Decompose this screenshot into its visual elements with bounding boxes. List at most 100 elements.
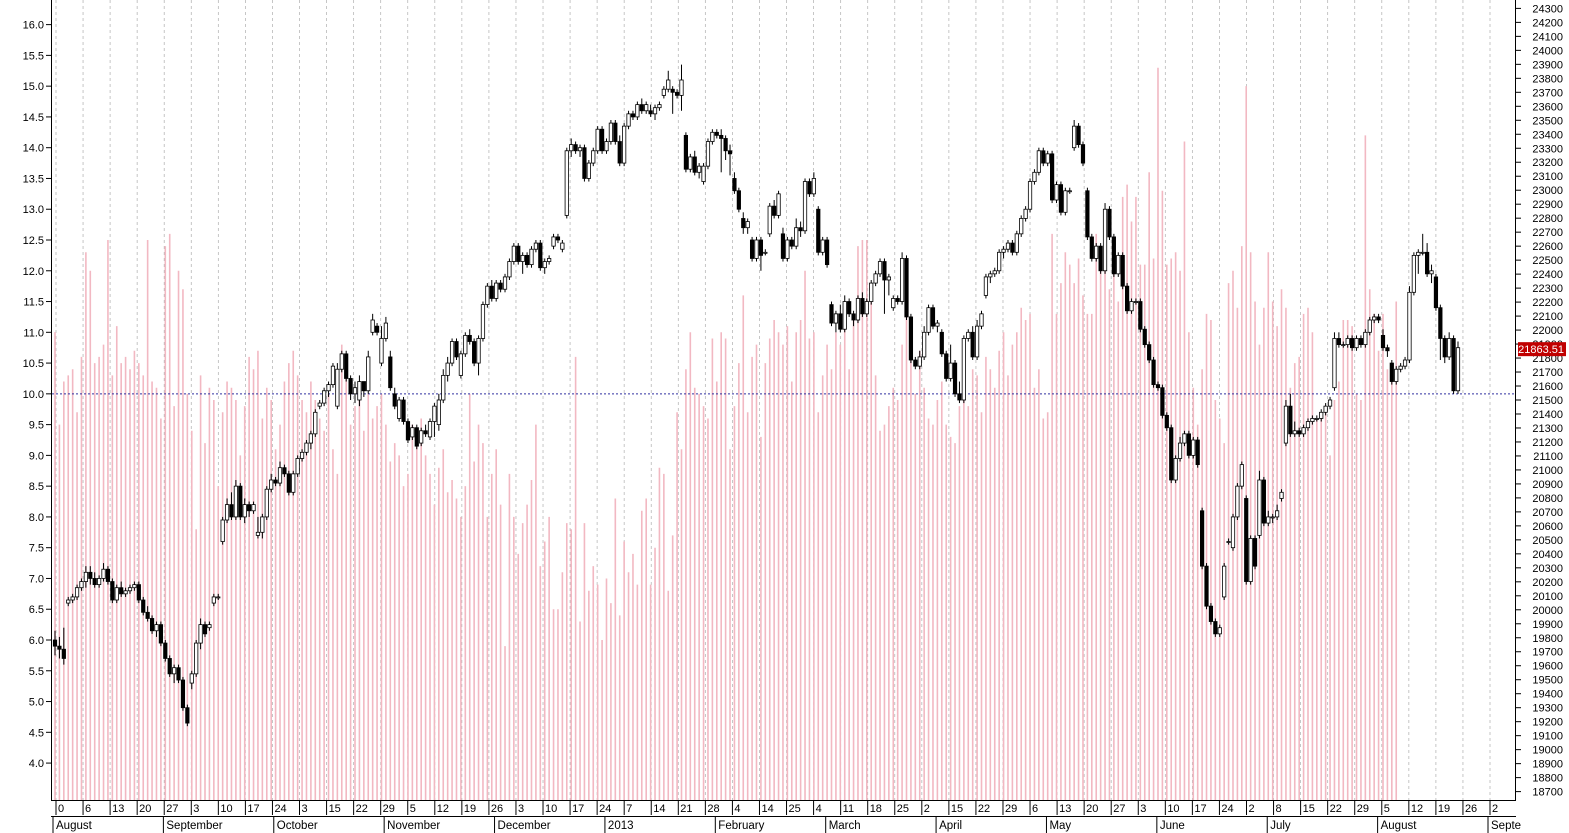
candle — [794, 218, 799, 250]
candle — [599, 126, 605, 154]
candle-body-up — [705, 141, 711, 167]
candle — [648, 104, 653, 117]
candle — [622, 123, 627, 167]
candle-body-down — [401, 399, 406, 422]
left-tick-label: 7.5 — [29, 543, 44, 555]
candle-body-up — [260, 516, 265, 533]
candle — [463, 332, 468, 357]
x-tick-label: 19 — [1438, 803, 1450, 815]
candle-body-up — [366, 356, 371, 392]
candle — [1186, 430, 1191, 459]
candle-body-down — [61, 648, 66, 659]
candle — [132, 581, 137, 591]
candle — [538, 240, 543, 271]
candle-body-up — [436, 399, 441, 426]
candle-body-up — [242, 504, 247, 518]
candle-body-up — [1191, 439, 1196, 456]
candle — [1380, 329, 1386, 351]
candle — [1001, 246, 1006, 259]
candle — [807, 178, 812, 197]
candle — [277, 461, 283, 487]
right-tick-label: 23800 — [1532, 73, 1563, 85]
candle-body-up — [922, 331, 927, 358]
candle-body-up — [604, 141, 609, 152]
candle — [1455, 341, 1461, 394]
candle — [974, 320, 980, 360]
candle — [127, 584, 133, 594]
candle — [299, 449, 305, 462]
candle-body-up — [1305, 421, 1311, 429]
candle-body-up — [997, 251, 1002, 272]
candle-body-down — [913, 359, 918, 367]
candle-body-up — [767, 205, 772, 235]
x-tick-label: 26 — [491, 803, 503, 815]
candle — [1155, 381, 1161, 391]
right-tick-label: 22900 — [1532, 199, 1563, 211]
candle — [1058, 181, 1064, 216]
candle-body-up — [520, 254, 525, 262]
candle — [344, 350, 349, 382]
candle-body-up — [1345, 338, 1350, 346]
candle — [1433, 273, 1439, 311]
right-tick-label: 18800 — [1532, 773, 1563, 785]
right-tick-label: 23500 — [1532, 115, 1563, 127]
right-tick-label: 23900 — [1532, 59, 1563, 71]
candle — [1367, 316, 1372, 336]
candle — [1111, 233, 1116, 277]
candle — [123, 587, 128, 597]
candle-body-down — [719, 134, 724, 139]
candle — [922, 326, 927, 360]
candle — [776, 190, 781, 219]
candle — [1411, 252, 1416, 296]
candle — [820, 236, 825, 256]
candle-body-down — [145, 611, 150, 619]
candle-body-down — [247, 504, 252, 512]
candle-body-up — [419, 430, 424, 444]
candle-body-down — [1425, 251, 1430, 275]
x-tick-label: 13 — [112, 803, 124, 815]
candle-body-up — [1455, 347, 1461, 392]
candle-body-up — [710, 131, 715, 142]
candle-body-up — [1027, 181, 1033, 210]
candle-body-down — [1350, 338, 1355, 349]
candle-body-down — [860, 298, 865, 315]
candle — [547, 255, 552, 265]
candle-body-down — [88, 571, 93, 579]
left-tick-label: 4.5 — [29, 727, 44, 739]
candle-body-up — [547, 258, 552, 262]
left-tick-label: 13.0 — [23, 204, 44, 216]
candle — [489, 280, 494, 302]
candle — [180, 676, 186, 711]
candle-body-up — [97, 578, 102, 586]
candle — [1261, 476, 1266, 527]
candle-body-down — [798, 227, 803, 232]
candle — [61, 627, 66, 665]
x-tick-label: 3 — [1140, 803, 1146, 815]
candle-body-up — [1372, 316, 1377, 321]
x-tick-label: 15 — [329, 803, 341, 815]
right-tick-label: 19800 — [1532, 633, 1563, 645]
candle-body-up — [1429, 270, 1434, 275]
candle — [948, 344, 953, 382]
right-tick-label: 20900 — [1532, 479, 1563, 491]
candle-body-up — [785, 239, 790, 259]
candle — [785, 236, 790, 262]
candle-body-up — [463, 334, 468, 355]
candle-body-down — [1120, 254, 1125, 287]
candle-body-up — [626, 113, 631, 127]
candle-body-up — [432, 405, 437, 422]
x-tick-label: 6 — [1032, 803, 1038, 815]
candle — [595, 126, 600, 154]
candle-body-up — [886, 276, 891, 281]
candle — [1085, 187, 1090, 240]
candle-body-down — [1138, 301, 1143, 330]
candle-body-up — [299, 451, 305, 459]
candle-body-up — [577, 147, 583, 152]
candle-body-down — [467, 334, 472, 342]
candle — [855, 295, 861, 324]
x-tick-label: 5 — [410, 803, 416, 815]
candle — [216, 593, 221, 600]
candle-body-up — [304, 442, 309, 453]
left-tick-label: 11.0 — [23, 327, 44, 339]
candle — [472, 338, 477, 367]
